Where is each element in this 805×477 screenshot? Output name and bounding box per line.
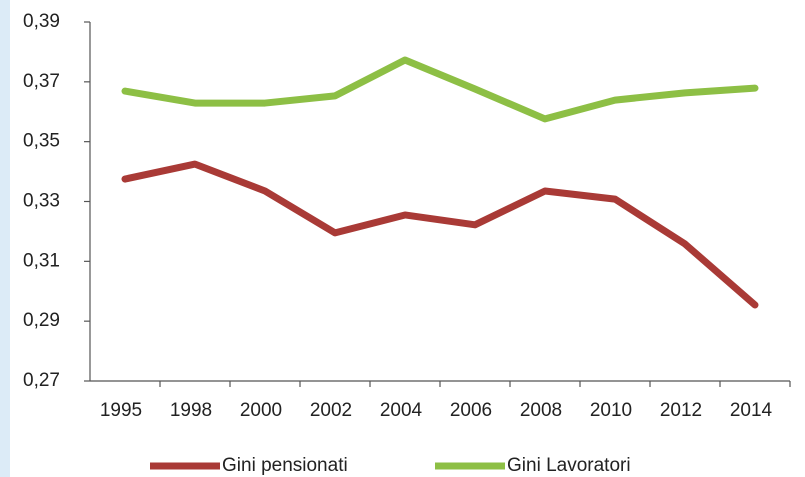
y-tick-label: 0,39 (23, 11, 60, 32)
x-tick-label: 2006 (450, 400, 492, 421)
x-tick-label: 1998 (170, 400, 212, 421)
x-tick-label: 2008 (520, 400, 562, 421)
y-tick-label: 0,27 (23, 370, 60, 391)
x-tick-label: 2002 (310, 400, 352, 421)
x-tick-label: 2012 (660, 400, 702, 421)
x-tick-label: 2010 (590, 400, 632, 421)
y-tick-label: 0,33 (23, 191, 60, 212)
x-tick-label: 2014 (730, 400, 773, 421)
series-line (121, 160, 759, 309)
y-tick-label: 0,31 (23, 250, 60, 271)
legend-label: Gini Lavoratori (507, 455, 631, 476)
x-tick-label: 2000 (240, 400, 282, 421)
series-line (121, 56, 759, 123)
y-tick-label: 0,35 (23, 131, 60, 152)
x-tick-label: 1995 (100, 400, 142, 421)
y-tick-label: 0,29 (23, 310, 60, 331)
x-tick-label: 2004 (380, 400, 423, 421)
legend-label: Gini pensionati (222, 455, 348, 476)
y-tick-label: 0,37 (23, 71, 60, 92)
side-strip (0, 0, 10, 477)
